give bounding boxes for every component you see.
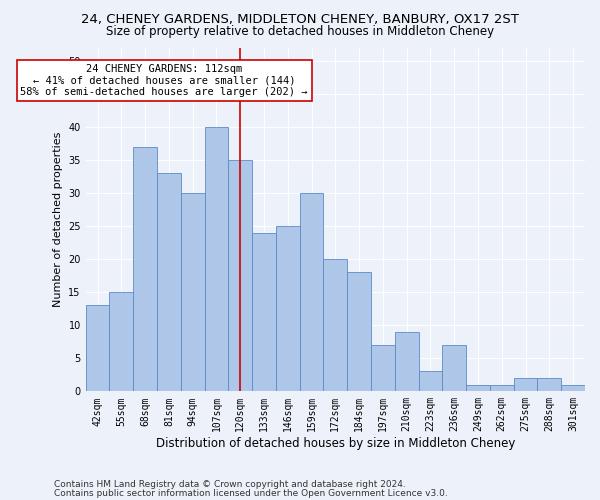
- Bar: [466, 384, 490, 392]
- Bar: [133, 146, 157, 392]
- Text: Contains HM Land Registry data © Crown copyright and database right 2024.: Contains HM Land Registry data © Crown c…: [54, 480, 406, 489]
- Bar: [181, 193, 205, 392]
- Text: Size of property relative to detached houses in Middleton Cheney: Size of property relative to detached ho…: [106, 25, 494, 38]
- Bar: [490, 384, 514, 392]
- Y-axis label: Number of detached properties: Number of detached properties: [53, 132, 63, 307]
- Bar: [323, 259, 347, 392]
- Text: Contains public sector information licensed under the Open Government Licence v3: Contains public sector information licen…: [54, 488, 448, 498]
- Bar: [157, 173, 181, 392]
- Bar: [514, 378, 538, 392]
- Bar: [229, 160, 252, 392]
- Bar: [419, 372, 442, 392]
- Bar: [86, 306, 109, 392]
- Bar: [347, 272, 371, 392]
- Bar: [276, 226, 299, 392]
- Bar: [252, 232, 276, 392]
- Bar: [395, 332, 419, 392]
- Bar: [109, 292, 133, 392]
- X-axis label: Distribution of detached houses by size in Middleton Cheney: Distribution of detached houses by size …: [155, 437, 515, 450]
- Bar: [561, 384, 585, 392]
- Bar: [442, 345, 466, 392]
- Bar: [538, 378, 561, 392]
- Bar: [205, 127, 229, 392]
- Bar: [371, 345, 395, 392]
- Text: 24, CHENEY GARDENS, MIDDLETON CHENEY, BANBURY, OX17 2ST: 24, CHENEY GARDENS, MIDDLETON CHENEY, BA…: [81, 12, 519, 26]
- Bar: [299, 193, 323, 392]
- Text: 24 CHENEY GARDENS: 112sqm
← 41% of detached houses are smaller (144)
58% of semi: 24 CHENEY GARDENS: 112sqm ← 41% of detac…: [20, 64, 308, 97]
